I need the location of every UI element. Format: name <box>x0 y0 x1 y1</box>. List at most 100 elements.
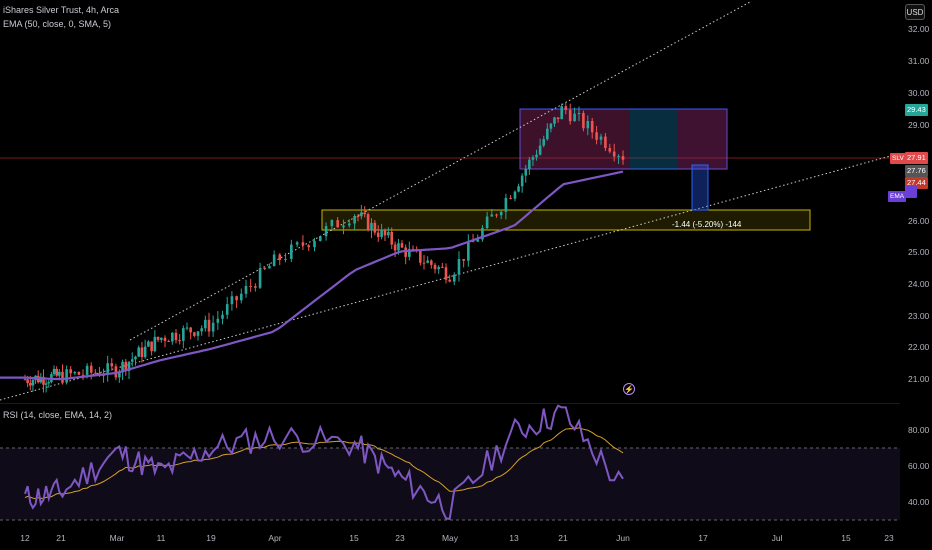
candle-body <box>437 266 440 270</box>
candle-body <box>147 341 150 347</box>
candle-body <box>531 157 535 160</box>
candle-body <box>150 341 153 352</box>
candle-body <box>582 112 585 129</box>
date-tick: 15 <box>841 533 851 543</box>
rsi-tick: 80.00 <box>908 425 930 435</box>
price-chart[interactable] <box>0 0 900 402</box>
candle-body <box>163 337 167 341</box>
candle-body <box>193 332 196 336</box>
candle-body <box>174 332 178 341</box>
candle-body <box>130 359 134 362</box>
date-tick: 15 <box>349 533 359 543</box>
candle-body <box>433 264 437 270</box>
candle-body <box>495 214 498 216</box>
candle-body <box>258 268 262 288</box>
candle-body <box>221 314 224 319</box>
risk-area <box>678 109 727 169</box>
ema-line <box>0 170 624 381</box>
candle-body <box>55 368 58 376</box>
candle-body <box>39 376 43 383</box>
candle-body <box>390 231 394 245</box>
candle-body <box>595 132 598 140</box>
date-tick: 12 <box>20 533 30 543</box>
candle-body <box>127 361 131 372</box>
candle-body <box>307 245 311 248</box>
candle-body <box>77 372 81 375</box>
date-tick: Jul <box>771 533 783 543</box>
candle-body <box>370 222 373 231</box>
ema-legend[interactable]: EMA (50, close, 0, SMA, 5) <box>3 19 112 29</box>
rsi-legend[interactable]: RSI (14, close, EMA, 14, 2) <box>3 410 113 420</box>
candle-body <box>621 156 625 160</box>
candle-body <box>216 318 220 323</box>
rsi-tick: 60.00 <box>908 461 930 471</box>
candle-body <box>471 241 475 243</box>
candle-body <box>272 254 276 267</box>
date-tick: 19 <box>206 533 216 543</box>
candle-body <box>44 383 48 385</box>
candle-body <box>366 214 370 231</box>
lower-trendline <box>0 152 900 401</box>
candle-body <box>268 266 271 269</box>
candle-body <box>167 340 170 342</box>
candle-body <box>462 258 465 261</box>
candle-body <box>94 372 97 374</box>
candle-body <box>353 216 356 224</box>
candle-body <box>324 226 328 237</box>
candle-body <box>457 258 461 275</box>
candle-body <box>200 328 203 332</box>
candle-body <box>467 241 470 261</box>
date-tick: 17 <box>698 533 708 543</box>
candle-body <box>28 383 32 386</box>
date-tick: Apr <box>268 533 282 543</box>
candle-body <box>404 247 407 257</box>
symbol-legend[interactable]: iShares Silver Trust, 4h, Arca <box>3 5 120 15</box>
candle-body <box>476 239 480 242</box>
candle-body <box>211 322 215 332</box>
candle-body <box>118 372 121 378</box>
last-price-tag: 27.91 <box>905 152 928 164</box>
date-tick: 11 <box>156 533 166 543</box>
target-price-tag: 29.43 <box>905 104 928 116</box>
candle-body <box>387 231 390 236</box>
candle-body <box>278 254 282 260</box>
candle-body <box>336 220 339 228</box>
candle-body <box>363 212 367 215</box>
candle-body <box>301 242 305 246</box>
candle-body <box>380 229 383 238</box>
rsi-chart[interactable] <box>0 403 900 528</box>
date-tick: 21 <box>56 533 66 543</box>
currency-button[interactable]: USD <box>905 4 925 20</box>
price-tick: 31.00 <box>908 56 930 66</box>
candle-body <box>549 123 553 129</box>
price-tick: 30.00 <box>908 88 930 98</box>
candle-body <box>617 156 620 158</box>
candle-body <box>376 232 380 238</box>
candle-body <box>89 365 93 373</box>
candle-body <box>568 109 572 122</box>
candle-body <box>65 369 68 383</box>
flash-icon[interactable]: ⚡ <box>623 383 635 395</box>
candle-body <box>178 340 181 342</box>
candle-body <box>23 379 27 381</box>
candle-body <box>553 117 556 124</box>
date-tick: Mar <box>109 533 125 543</box>
rsi-tick: 40.00 <box>908 497 930 507</box>
candle-body <box>318 236 322 242</box>
candle-body <box>254 286 257 288</box>
candle-body <box>58 371 61 376</box>
candle-body <box>42 376 45 385</box>
candle-body <box>490 214 494 217</box>
candle-body <box>185 327 189 329</box>
candle-body <box>538 145 542 155</box>
candle-body <box>452 274 456 282</box>
candle-body <box>400 243 404 248</box>
candle-body <box>422 262 426 264</box>
candle-body <box>411 248 415 250</box>
target-area <box>630 109 678 169</box>
candle-body <box>137 347 141 357</box>
candle-body <box>485 216 489 228</box>
candle-body <box>342 225 345 228</box>
candle-body <box>408 248 411 257</box>
candle-body <box>81 374 85 376</box>
